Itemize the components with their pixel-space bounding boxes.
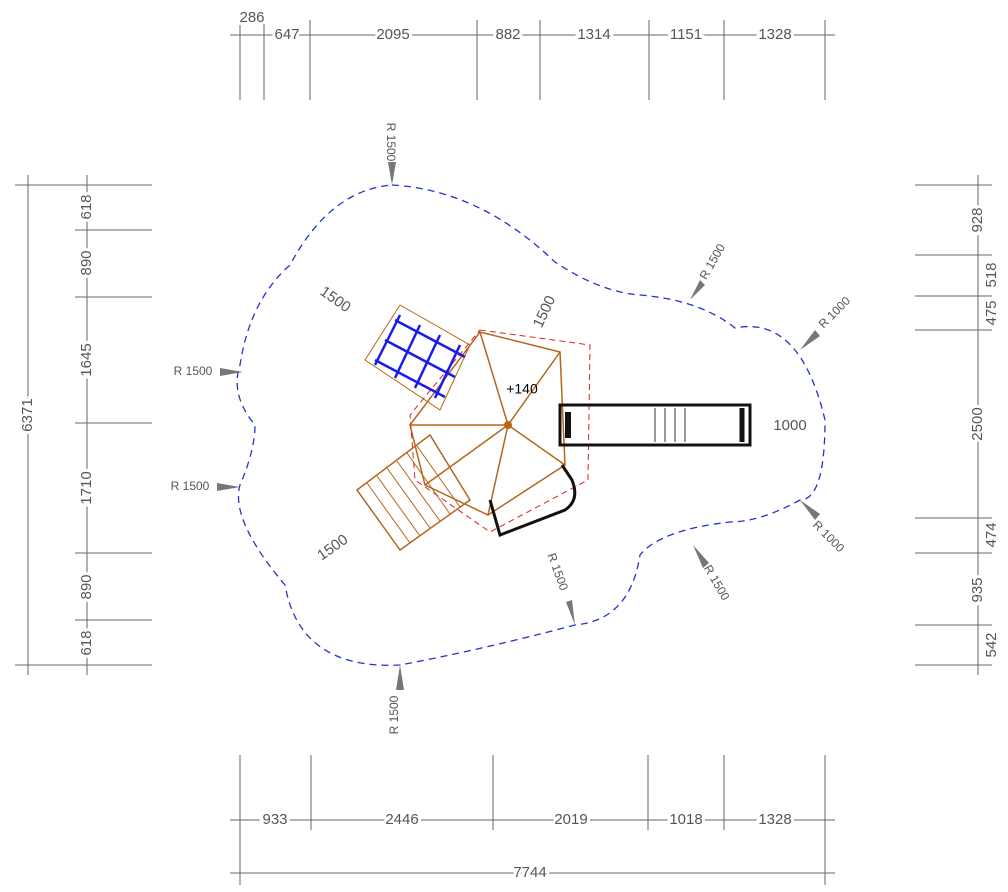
dimension-label: 1000 xyxy=(773,417,806,434)
dimension-label: R 1500 xyxy=(171,479,210,493)
dimension-label: 933 xyxy=(262,811,287,828)
dimension-label: 2019 xyxy=(554,811,587,828)
dimension-label: 890 xyxy=(78,250,95,275)
dimension-label: 518 xyxy=(983,262,1000,287)
play-structure xyxy=(355,304,752,552)
dimension-label: 1151 xyxy=(670,26,702,43)
dimension-label: R 1500 xyxy=(174,364,213,378)
dimension-label: 6371 xyxy=(19,398,36,431)
dimension-label: 1645 xyxy=(78,343,95,376)
dimension-label: 1500 xyxy=(530,293,560,330)
dimension-label: 647 xyxy=(274,26,299,43)
dimension-label: 1500 xyxy=(314,531,351,564)
radius-arrows xyxy=(217,162,820,690)
dimension-label: R 1500 xyxy=(701,562,733,603)
dimension-label: 1500 xyxy=(317,283,354,316)
dimension-label: 935 xyxy=(969,577,986,602)
dimension-label: 1328 xyxy=(758,26,791,43)
dimension-label: 1018 xyxy=(669,811,702,828)
dimension-label: R 1000 xyxy=(816,294,853,331)
dimension-lines xyxy=(15,20,992,885)
dimension-label: 928 xyxy=(969,207,986,232)
dimension-label: 618 xyxy=(78,630,95,655)
dimension-label: 618 xyxy=(78,194,95,219)
dimension-label: 2095 xyxy=(376,26,409,43)
dimension-label: R 1500 xyxy=(384,123,398,162)
dimension-label: 882 xyxy=(495,26,520,43)
dimension-label: R 1000 xyxy=(810,518,847,555)
dimension-label: 475 xyxy=(983,300,1000,325)
dimension-label: 2500 xyxy=(969,407,986,440)
dimension-label: 1314 xyxy=(577,26,610,43)
dimension-label: 542 xyxy=(983,632,1000,657)
safety-zone xyxy=(236,184,826,666)
dimension-label: 7744 xyxy=(513,864,546,881)
dimension-label: 890 xyxy=(78,574,95,599)
dimension-label: +140 xyxy=(506,381,538,397)
dimension-label: 1328 xyxy=(758,811,791,828)
dimension-label: 474 xyxy=(983,522,1000,547)
dimension-label: 286 xyxy=(239,9,264,26)
dimension-label: 1710 xyxy=(78,471,95,504)
dimension-label: R 1500 xyxy=(697,241,729,282)
dimension-label: R 1500 xyxy=(545,551,572,592)
dimension-label: R 1500 xyxy=(387,695,401,734)
dimension-label: 2446 xyxy=(385,811,418,828)
